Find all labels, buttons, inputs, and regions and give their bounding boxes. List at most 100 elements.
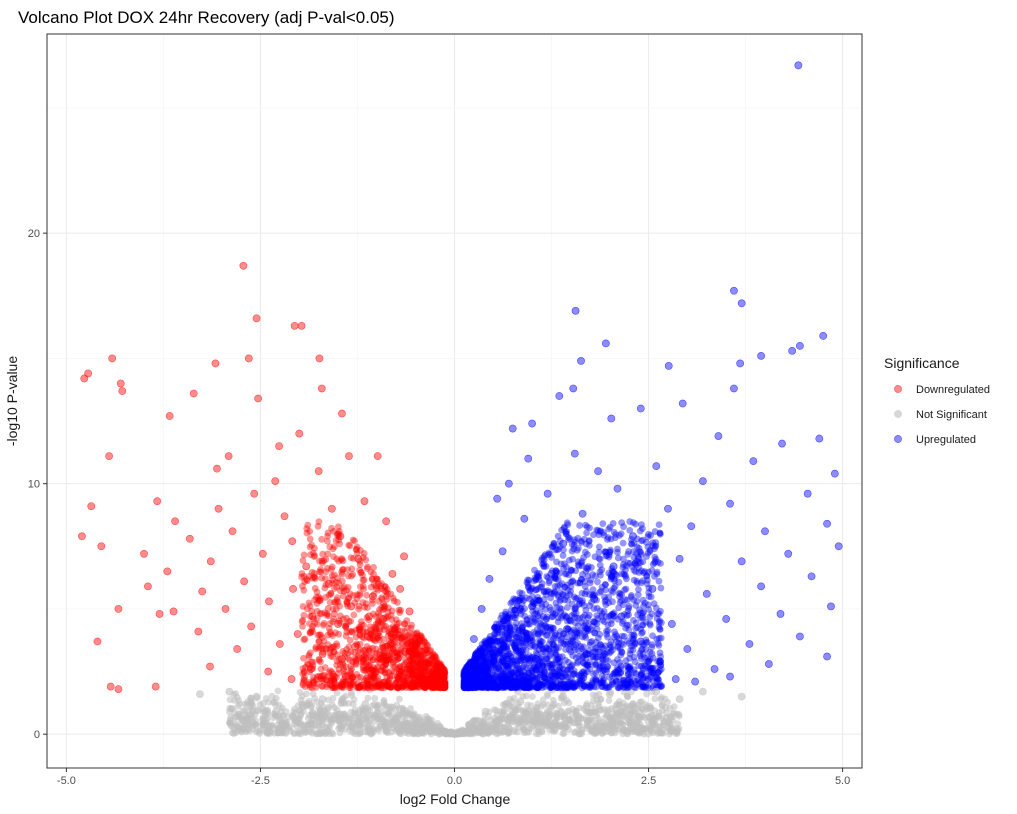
point-downregulated bbox=[379, 615, 387, 623]
point-downregulated bbox=[412, 664, 420, 672]
point-downregulated bbox=[401, 637, 409, 645]
point-downregulated bbox=[356, 589, 364, 597]
point-downregulated bbox=[367, 630, 375, 638]
point-downregulated bbox=[424, 682, 432, 689]
point-downregulated bbox=[326, 620, 334, 628]
point-downregulated bbox=[114, 685, 123, 693]
point-not-significant bbox=[431, 729, 439, 737]
point-downregulated bbox=[395, 683, 403, 691]
point-downregulated bbox=[429, 675, 437, 683]
point-not-significant bbox=[675, 711, 683, 718]
point-upregulated bbox=[618, 619, 626, 627]
point-not-significant bbox=[357, 730, 364, 737]
point-downregulated bbox=[300, 586, 308, 594]
point-upregulated bbox=[625, 640, 633, 647]
point-downregulated bbox=[171, 517, 179, 526]
point-downregulated bbox=[356, 561, 364, 568]
point-downregulated bbox=[333, 674, 340, 681]
point-downregulated bbox=[403, 636, 411, 643]
point-downregulated bbox=[363, 629, 371, 636]
point-not-significant bbox=[543, 707, 551, 715]
point-downregulated bbox=[317, 568, 325, 576]
point-not-significant bbox=[324, 696, 332, 704]
point-downregulated bbox=[436, 669, 444, 677]
point-downregulated bbox=[299, 616, 307, 624]
point-downregulated bbox=[323, 537, 331, 545]
point-not-significant bbox=[349, 700, 357, 708]
point-downregulated bbox=[330, 648, 338, 656]
grid-lines bbox=[47, 34, 862, 768]
point-downregulated bbox=[439, 666, 446, 674]
point-downregulated bbox=[165, 412, 174, 420]
point-upregulated bbox=[604, 627, 612, 635]
point-upregulated bbox=[463, 674, 471, 682]
point-downregulated bbox=[316, 595, 324, 602]
point-downregulated bbox=[336, 532, 345, 541]
point-upregulated bbox=[587, 576, 595, 584]
point-upregulated bbox=[542, 600, 550, 608]
point-not-significant bbox=[606, 726, 614, 734]
point-downregulated bbox=[437, 670, 445, 677]
point-not-significant bbox=[348, 724, 356, 732]
point-downregulated bbox=[438, 679, 446, 687]
point-downregulated bbox=[398, 634, 405, 642]
point-downregulated bbox=[338, 568, 345, 576]
point-upregulated bbox=[557, 636, 565, 644]
point-downregulated bbox=[440, 665, 448, 673]
point-downregulated bbox=[439, 675, 447, 683]
point-not-significant bbox=[296, 714, 303, 722]
point-upregulated bbox=[562, 680, 570, 688]
point-not-significant bbox=[561, 711, 569, 719]
point-downregulated bbox=[376, 612, 383, 620]
point-downregulated bbox=[338, 570, 346, 578]
point-downregulated bbox=[309, 673, 317, 681]
point-downregulated bbox=[331, 673, 339, 680]
point-upregulated bbox=[537, 641, 545, 649]
point-downregulated bbox=[362, 556, 370, 564]
point-not-significant bbox=[615, 701, 623, 709]
point-upregulated bbox=[571, 605, 579, 613]
point-downregulated bbox=[353, 671, 361, 678]
point-downregulated bbox=[440, 683, 448, 691]
point-not-significant bbox=[603, 710, 611, 718]
point-upregulated bbox=[648, 567, 656, 574]
point-downregulated bbox=[374, 586, 382, 594]
point-downregulated bbox=[425, 681, 433, 689]
point-upregulated bbox=[545, 549, 553, 557]
point-upregulated bbox=[599, 683, 606, 691]
point-upregulated bbox=[609, 519, 617, 527]
point-upregulated bbox=[538, 580, 546, 587]
point-upregulated bbox=[585, 661, 593, 669]
point-not-significant bbox=[514, 688, 522, 696]
point-not-significant bbox=[236, 727, 244, 735]
point-downregulated bbox=[320, 621, 327, 629]
point-downregulated bbox=[275, 442, 283, 450]
point-upregulated bbox=[508, 606, 515, 614]
point-downregulated bbox=[426, 657, 434, 665]
point-upregulated bbox=[570, 643, 578, 651]
point-downregulated bbox=[438, 676, 446, 684]
point-downregulated bbox=[398, 639, 406, 647]
point-downregulated bbox=[370, 656, 377, 664]
point-downregulated bbox=[359, 647, 367, 654]
point-downregulated bbox=[364, 664, 372, 671]
point-downregulated bbox=[376, 606, 383, 614]
point-downregulated bbox=[334, 620, 342, 628]
point-downregulated bbox=[300, 572, 308, 580]
point-downregulated bbox=[428, 678, 436, 685]
point-upregulated bbox=[521, 612, 529, 620]
point-upregulated bbox=[610, 584, 618, 592]
point-downregulated bbox=[326, 667, 334, 675]
point-downregulated bbox=[362, 600, 370, 608]
point-downregulated bbox=[391, 643, 399, 651]
point-upregulated bbox=[645, 667, 653, 675]
point-downregulated bbox=[434, 669, 442, 677]
point-downregulated bbox=[368, 576, 376, 583]
point-downregulated bbox=[378, 666, 385, 674]
point-upregulated bbox=[522, 672, 529, 680]
point-downregulated bbox=[194, 627, 203, 636]
point-downregulated bbox=[432, 673, 439, 681]
point-not-significant bbox=[415, 730, 422, 738]
point-downregulated bbox=[318, 574, 326, 582]
